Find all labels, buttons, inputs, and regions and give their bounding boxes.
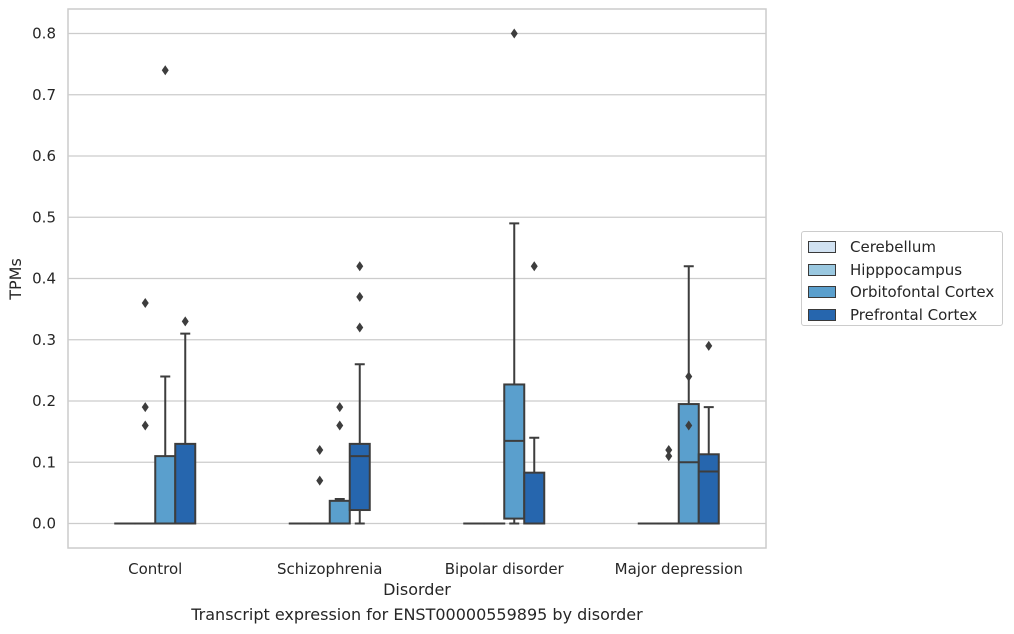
legend-item-cerebellum: Cerebellum [808, 236, 1002, 259]
outlier-point [356, 322, 364, 333]
legend-label: Cerebellum [850, 238, 936, 257]
y-tick-label: 0.5 [32, 208, 56, 226]
y-tick-labels: 0.0 0.1 0.2 0.3 0.4 0.5 0.6 0.7 0.8 [32, 25, 56, 533]
x-tick-label: Bipolar disorder [445, 560, 565, 578]
box-2-3 [677, 265, 700, 525]
legend-label: Orbitofontal Cortex [850, 283, 995, 302]
outlier-point [336, 420, 344, 431]
legend: Cerebellum Hipppocampus Orbitofontal Cor… [801, 231, 1003, 326]
outlier-point [510, 28, 518, 39]
outlier-point [316, 475, 324, 486]
x-tick-labels: Control Schizophrenia Bipolar disorder Majo… [128, 560, 743, 578]
box-1-1 [308, 445, 331, 525]
y-tick-label: 0.3 [32, 331, 56, 349]
box-layer [114, 28, 720, 525]
outlier-point [316, 445, 324, 455]
legend-swatch-orbitofrontal-cortex [808, 286, 836, 299]
outlier-point [181, 316, 189, 327]
box-2-0 [154, 65, 177, 525]
y-tick-label: 0.4 [32, 270, 56, 288]
x-tick-label: Major depression [615, 560, 743, 578]
x-tick-label: Schizophrenia [277, 560, 382, 578]
outlier-point [356, 261, 364, 272]
outlier-point [141, 298, 149, 308]
box-body [697, 453, 720, 525]
box-body [348, 442, 371, 512]
box-body [174, 442, 197, 525]
outlier-point [685, 371, 693, 382]
y-tick-label: 0.0 [32, 515, 56, 533]
legend-item-prefrontal-cortex: Prefrontal Cortex [808, 304, 1002, 327]
box-body [523, 471, 546, 525]
outlier-point [141, 420, 149, 431]
box-body [328, 499, 351, 525]
outlier-point [356, 291, 364, 302]
y-tick-label: 0.6 [32, 147, 56, 165]
outlier-point [685, 420, 693, 431]
outlier-point [665, 451, 673, 462]
outlier-point [705, 340, 713, 351]
box-1-3 [657, 445, 680, 525]
outlier-point [141, 402, 149, 413]
legend-item-orbitofrontal-cortex: Orbitofontal Cortex [808, 281, 1002, 304]
legend-swatch-cerebellum [808, 241, 836, 254]
outlier-point [336, 402, 344, 413]
box-1-0 [134, 298, 157, 525]
outlier-point [530, 261, 538, 272]
y-axis-label: TPMs [6, 258, 25, 301]
box-2-2 [503, 28, 526, 525]
box-3-2 [523, 261, 546, 525]
legend-swatch-hippocampus [808, 263, 836, 276]
y-tick-label: 0.2 [32, 392, 56, 410]
figure-caption: Transcript expression for ENST0000055989… [191, 605, 643, 624]
y-tick-label: 0.7 [32, 86, 56, 104]
plot-frame [67, 8, 767, 549]
box-3-3 [697, 340, 720, 525]
box-body [154, 455, 177, 525]
outlier-point [665, 445, 673, 455]
x-tick-label: Control [128, 560, 182, 578]
box-3-0 [174, 316, 197, 525]
box-body [503, 383, 526, 520]
legend-item-hippocampus: Hipppocampus [808, 259, 1002, 282]
y-tick-label: 0.8 [32, 25, 56, 43]
outlier-point [161, 65, 169, 76]
grid-lines [68, 32, 766, 525]
box-3-1 [348, 261, 371, 525]
legend-label: Hipppocampus [850, 260, 963, 279]
box-2-1 [328, 402, 351, 525]
legend-label: Prefrontal Cortex [850, 305, 978, 324]
legend-swatch-prefrontal-cortex [808, 308, 836, 321]
y-tick-label: 0.1 [32, 453, 56, 471]
x-axis-label: Disorder [383, 580, 451, 599]
